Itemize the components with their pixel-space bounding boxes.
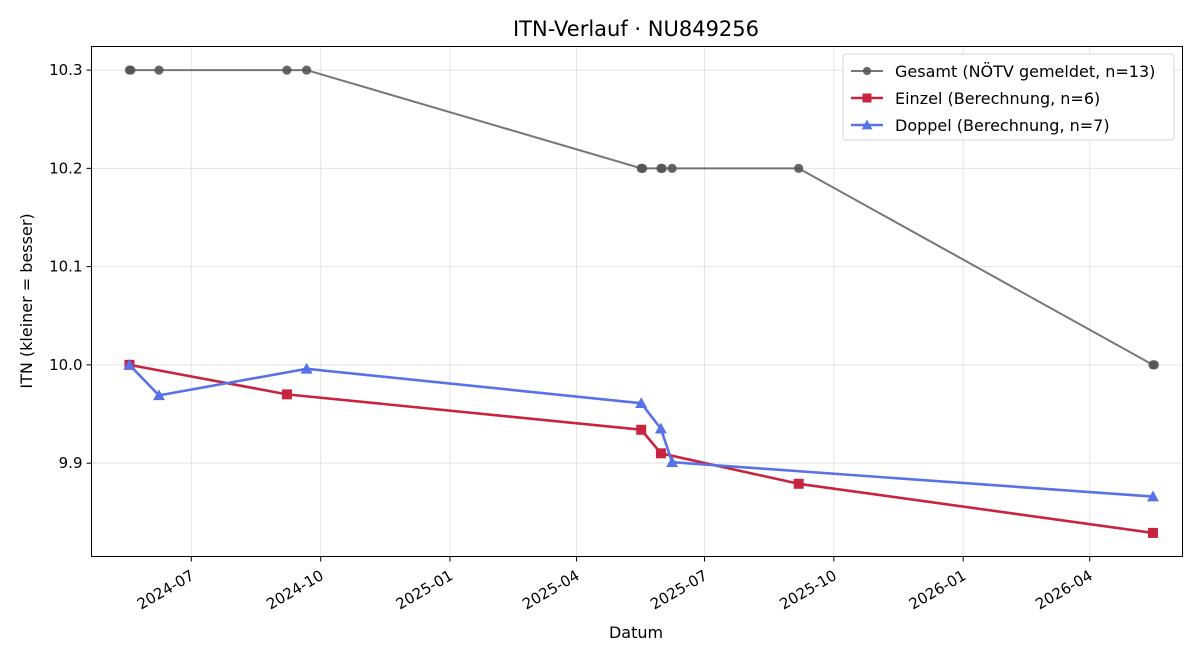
legend-swatch-marker bbox=[862, 66, 872, 76]
data-point-gesamt bbox=[302, 65, 312, 75]
legend-label: Gesamt (NÖTV gemeldet, n=13) bbox=[895, 62, 1155, 81]
data-point-gesamt bbox=[154, 65, 164, 75]
data-point-einzel bbox=[655, 448, 666, 459]
y-tick-label: 10.0 bbox=[49, 356, 82, 374]
data-point-einzel bbox=[636, 424, 647, 435]
legend-label: Doppel (Berechnung, n=7) bbox=[895, 116, 1110, 135]
legend: Gesamt (NÖTV gemeldet, n=13) Einzel (Bere… bbox=[842, 53, 1175, 141]
data-point-gesamt bbox=[667, 163, 677, 173]
y-tick-label: 10.3 bbox=[49, 61, 82, 79]
y-tick-label: 10.2 bbox=[49, 159, 82, 177]
data-point-einzel bbox=[281, 389, 292, 400]
data-point-gesamt bbox=[638, 163, 648, 173]
x-tick-label: 2024-07 bbox=[134, 566, 197, 613]
data-point-doppel bbox=[1146, 490, 1159, 502]
legend-item-gesamt: Gesamt (NÖTV gemeldet, n=13) bbox=[851, 62, 1155, 81]
data-point-gesamt bbox=[657, 163, 667, 173]
data-point-gesamt bbox=[1149, 360, 1159, 370]
series-layer bbox=[123, 65, 1159, 538]
data-point-gesamt bbox=[126, 65, 136, 75]
data-point-gesamt bbox=[282, 65, 292, 75]
legend-swatch-marker bbox=[861, 119, 873, 130]
plot-frame bbox=[91, 46, 1183, 557]
x-tick-label: 2025-07 bbox=[647, 566, 710, 613]
data-point-einzel bbox=[1147, 527, 1158, 538]
x-tick-label: 2026-04 bbox=[1032, 566, 1095, 613]
data-point-gesamt bbox=[794, 163, 804, 173]
x-tick-label: 2025-04 bbox=[519, 566, 582, 613]
legend-swatch-marker bbox=[862, 93, 872, 103]
data-point-doppel bbox=[152, 389, 165, 401]
y-axis-label: ITN (kleiner = besser) bbox=[17, 213, 36, 388]
series-gesamt bbox=[124, 65, 1159, 370]
series-line-einzel bbox=[128, 363, 1155, 535]
y-tick-label: 9.9 bbox=[59, 454, 83, 472]
legend-box bbox=[842, 53, 1175, 141]
y-tick-label: 10.1 bbox=[49, 258, 82, 276]
data-point-doppel bbox=[635, 397, 648, 409]
legend-item-doppel: Doppel (Berechnung, n=7) bbox=[851, 116, 1110, 135]
series-doppel bbox=[123, 358, 1159, 502]
chart-title: ITN-Verlauf · NU849256 bbox=[513, 17, 759, 41]
x-tick-label: 2024-10 bbox=[263, 566, 326, 613]
x-axis-label: Datum bbox=[609, 623, 663, 642]
data-point-doppel bbox=[666, 456, 679, 467]
data-point-einzel bbox=[793, 478, 804, 489]
x-tick-label: 2026-01 bbox=[906, 566, 969, 613]
data-point-doppel bbox=[300, 362, 313, 374]
legend-item-einzel: Einzel (Berechnung, n=6) bbox=[851, 89, 1100, 108]
series-einzel bbox=[124, 359, 1158, 538]
data-point-doppel bbox=[123, 358, 136, 370]
legend-label: Einzel (Berechnung, n=6) bbox=[895, 89, 1100, 108]
data-point-doppel bbox=[654, 422, 667, 434]
x-tick-label: 2025-01 bbox=[393, 566, 456, 613]
x-tick-label: 2025-10 bbox=[777, 566, 840, 613]
x-axis: 2024-07 2024-10 2025-01 2025-04 2025-07 2025-… bbox=[134, 556, 1096, 613]
y-axis: 9.9 10.0 10.1 10.2 10.3 bbox=[49, 61, 92, 472]
